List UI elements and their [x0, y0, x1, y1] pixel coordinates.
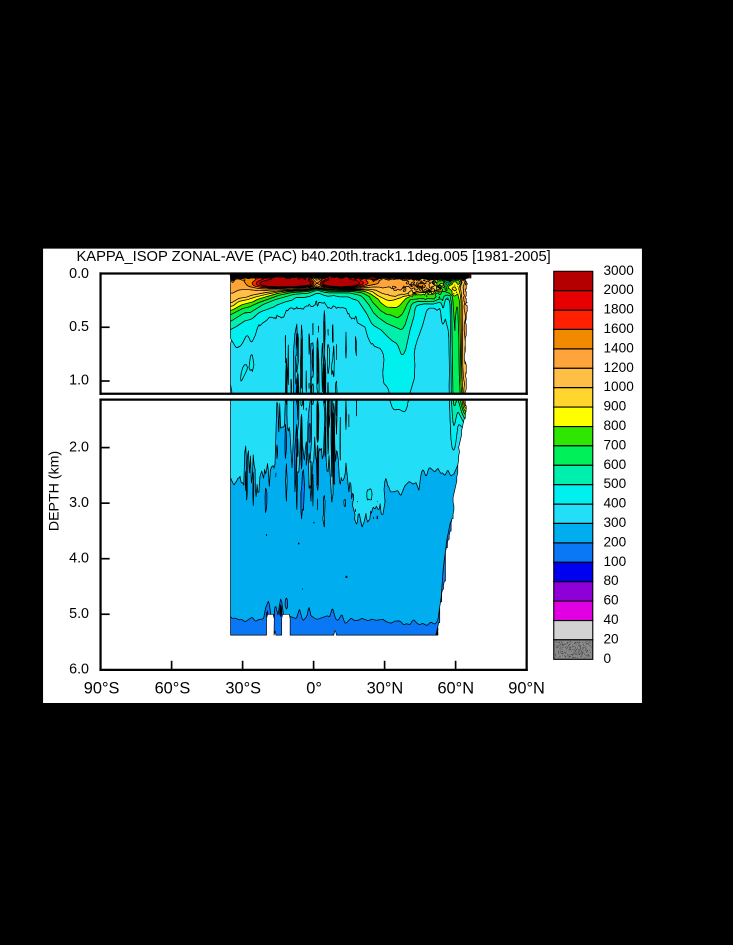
svg-text:30°N: 30°N: [367, 680, 404, 698]
svg-text:20: 20: [603, 631, 619, 646]
svg-text:200: 200: [603, 534, 626, 549]
svg-text:2.0: 2.0: [69, 439, 89, 455]
svg-text:60°N: 60°N: [437, 680, 474, 698]
svg-text:40: 40: [603, 612, 619, 627]
svg-text:1.0: 1.0: [69, 373, 89, 389]
svg-text:90°N: 90°N: [508, 680, 545, 698]
svg-text:5.0: 5.0: [69, 606, 89, 622]
svg-text:4.0: 4.0: [69, 550, 89, 566]
svg-text:100: 100: [603, 554, 626, 569]
svg-text:80: 80: [603, 573, 619, 588]
svg-text:800: 800: [603, 418, 626, 433]
svg-text:6.0: 6.0: [69, 661, 89, 677]
svg-text:DEPTH (km): DEPTH (km): [47, 451, 63, 531]
svg-text:0: 0: [603, 651, 611, 666]
svg-text:3.0: 3.0: [69, 495, 89, 511]
svg-text:1600: 1600: [603, 321, 634, 336]
svg-text:0°: 0°: [306, 680, 322, 698]
svg-text:700: 700: [603, 437, 626, 452]
svg-text:90°S: 90°S: [84, 680, 120, 698]
svg-text:60°S: 60°S: [155, 680, 191, 698]
svg-text:300: 300: [603, 515, 626, 530]
svg-text:60: 60: [603, 593, 619, 608]
svg-text:1800: 1800: [603, 302, 634, 317]
svg-text:1200: 1200: [603, 360, 634, 375]
svg-text:600: 600: [603, 457, 626, 472]
svg-text:1000: 1000: [603, 379, 634, 394]
svg-text:1400: 1400: [603, 340, 634, 355]
svg-text:3000: 3000: [603, 263, 634, 278]
svg-text:0.5: 0.5: [69, 319, 89, 335]
svg-text:900: 900: [603, 399, 626, 414]
svg-text:400: 400: [603, 496, 626, 511]
svg-text:2000: 2000: [603, 282, 634, 297]
svg-text:KAPPA_ISOP ZONAL-AVE (PAC) b40: KAPPA_ISOP ZONAL-AVE (PAC) b40.20th.trac…: [76, 249, 550, 265]
svg-text:0.0: 0.0: [69, 266, 89, 282]
svg-text:30°S: 30°S: [225, 680, 261, 698]
svg-text:500: 500: [603, 476, 626, 491]
